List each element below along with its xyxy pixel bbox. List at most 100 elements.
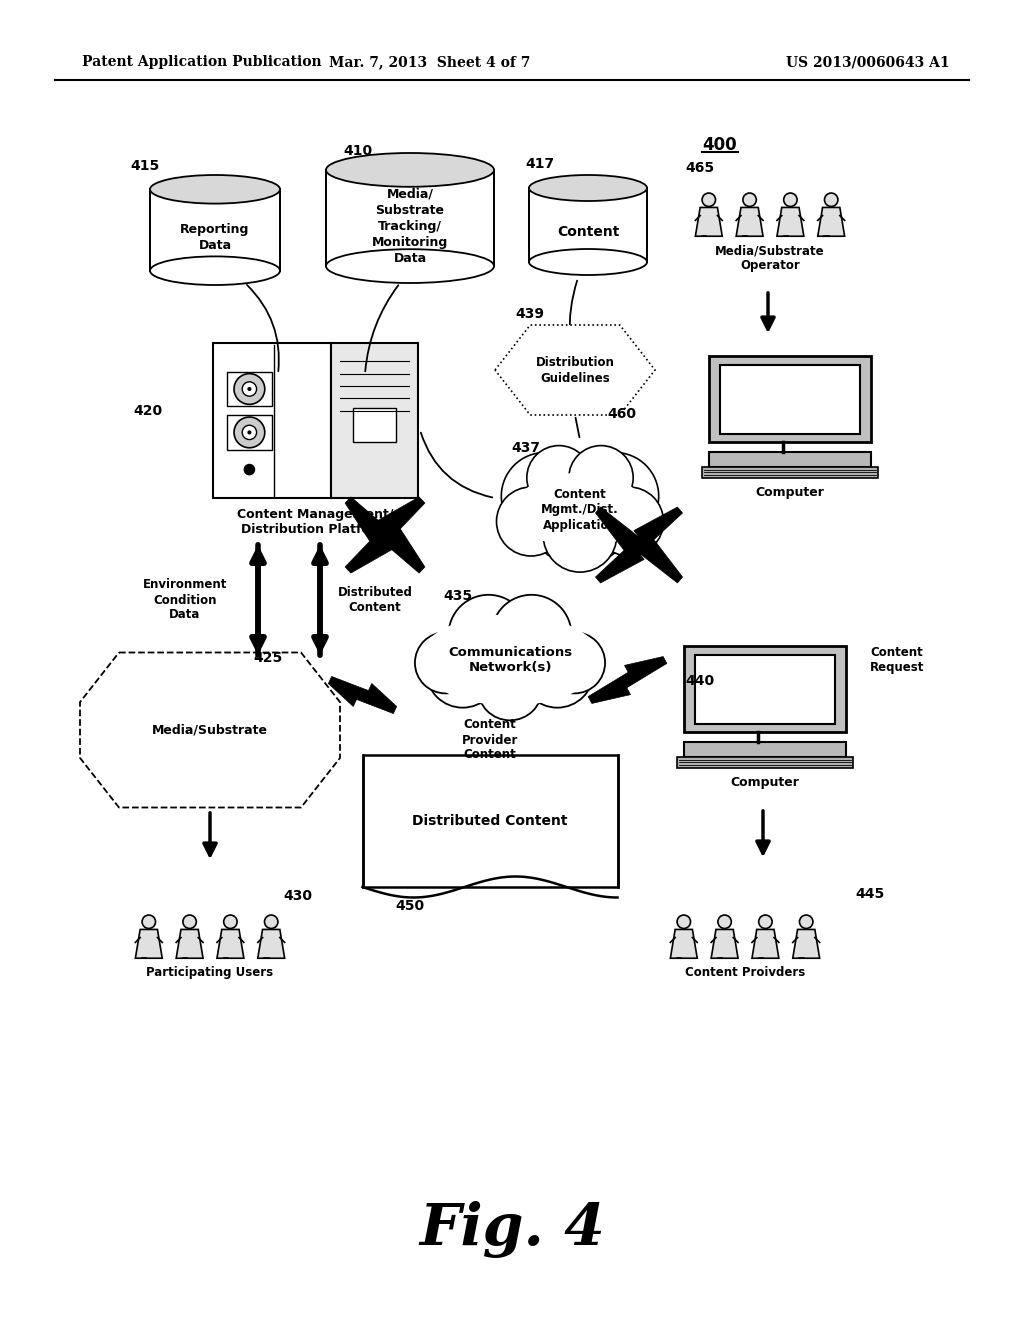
Text: 437: 437 bbox=[511, 441, 540, 455]
Text: 425: 425 bbox=[253, 651, 283, 665]
Circle shape bbox=[248, 387, 252, 391]
Bar bbox=[227, 371, 272, 407]
Text: Patent Application Publication: Patent Application Publication bbox=[82, 55, 322, 69]
Polygon shape bbox=[596, 507, 683, 583]
Circle shape bbox=[243, 425, 257, 440]
Ellipse shape bbox=[419, 615, 601, 705]
Circle shape bbox=[449, 595, 528, 675]
Text: Distribution
Guidelines: Distribution Guidelines bbox=[536, 355, 614, 384]
Circle shape bbox=[759, 915, 772, 928]
Ellipse shape bbox=[150, 256, 280, 285]
Text: 400: 400 bbox=[702, 136, 737, 154]
Circle shape bbox=[544, 632, 605, 693]
Circle shape bbox=[183, 915, 197, 928]
Bar bbox=[326, 170, 494, 267]
Circle shape bbox=[477, 656, 543, 721]
Circle shape bbox=[677, 915, 690, 928]
Text: 440: 440 bbox=[685, 675, 714, 688]
Polygon shape bbox=[217, 929, 244, 958]
Text: Media/Substrate
Operator: Media/Substrate Operator bbox=[715, 244, 824, 272]
Circle shape bbox=[142, 915, 156, 928]
Text: Content
Mgmt./Dist.
Application: Content Mgmt./Dist. Application bbox=[541, 487, 618, 532]
Bar bbox=[684, 645, 847, 733]
Circle shape bbox=[223, 915, 238, 928]
Circle shape bbox=[718, 915, 731, 928]
Ellipse shape bbox=[529, 249, 647, 275]
Text: Distributed Content: Distributed Content bbox=[413, 814, 567, 828]
Circle shape bbox=[492, 595, 571, 675]
Circle shape bbox=[524, 455, 635, 565]
Ellipse shape bbox=[514, 473, 645, 548]
Text: US 2013/0060643 A1: US 2013/0060643 A1 bbox=[786, 55, 950, 69]
Polygon shape bbox=[695, 207, 722, 236]
Text: Distributed
Content: Distributed Content bbox=[338, 586, 413, 614]
Text: Computer: Computer bbox=[756, 486, 824, 499]
Polygon shape bbox=[135, 929, 162, 958]
Circle shape bbox=[264, 915, 278, 928]
Bar bbox=[332, 342, 418, 498]
Text: 417: 417 bbox=[525, 157, 555, 172]
Text: Participating Users: Participating Users bbox=[146, 966, 273, 979]
Ellipse shape bbox=[529, 176, 647, 201]
Polygon shape bbox=[711, 929, 738, 958]
Text: 465: 465 bbox=[685, 161, 715, 176]
Bar bbox=[677, 758, 853, 768]
Circle shape bbox=[568, 446, 633, 510]
Text: Mar. 7, 2013  Sheet 4 of 7: Mar. 7, 2013 Sheet 4 of 7 bbox=[330, 55, 530, 69]
Text: Content Proivders: Content Proivders bbox=[685, 966, 805, 979]
Bar bbox=[353, 408, 396, 442]
Polygon shape bbox=[345, 496, 425, 573]
Bar bbox=[227, 414, 272, 450]
Polygon shape bbox=[258, 929, 285, 958]
Circle shape bbox=[502, 453, 589, 540]
Circle shape bbox=[783, 193, 797, 206]
Polygon shape bbox=[80, 652, 340, 808]
Text: Content
Request: Content Request bbox=[870, 645, 925, 675]
Text: Content
Provider
Content: Content Provider Content bbox=[462, 718, 518, 762]
Polygon shape bbox=[588, 656, 667, 704]
Circle shape bbox=[800, 915, 813, 928]
Text: Communications
Network(s): Communications Network(s) bbox=[447, 645, 572, 675]
Circle shape bbox=[702, 193, 716, 206]
Bar bbox=[709, 451, 871, 467]
Text: 410: 410 bbox=[343, 144, 373, 158]
Polygon shape bbox=[777, 207, 804, 236]
Bar bbox=[529, 187, 647, 261]
Polygon shape bbox=[736, 207, 763, 236]
Polygon shape bbox=[671, 929, 697, 958]
Ellipse shape bbox=[326, 249, 494, 282]
Text: 435: 435 bbox=[443, 589, 472, 603]
Circle shape bbox=[571, 453, 658, 540]
Bar bbox=[150, 189, 280, 271]
Bar bbox=[213, 342, 332, 498]
Ellipse shape bbox=[326, 153, 494, 187]
Text: Reporting
Data: Reporting Data bbox=[180, 223, 250, 252]
Polygon shape bbox=[793, 929, 819, 958]
Text: 450: 450 bbox=[395, 899, 425, 913]
Polygon shape bbox=[176, 929, 203, 958]
Circle shape bbox=[234, 374, 265, 404]
Text: 430: 430 bbox=[284, 888, 312, 903]
Text: 420: 420 bbox=[133, 404, 163, 418]
Text: Fig. 4: Fig. 4 bbox=[419, 1201, 605, 1258]
Bar bbox=[720, 364, 860, 434]
Polygon shape bbox=[596, 507, 683, 583]
Text: 460: 460 bbox=[607, 407, 637, 421]
Polygon shape bbox=[345, 496, 425, 573]
Text: Computer: Computer bbox=[730, 776, 800, 789]
Polygon shape bbox=[818, 207, 845, 236]
Polygon shape bbox=[495, 325, 655, 414]
Circle shape bbox=[595, 487, 664, 556]
Bar bbox=[695, 655, 835, 725]
Circle shape bbox=[521, 635, 594, 708]
Text: Content: Content bbox=[557, 224, 620, 239]
Text: 439: 439 bbox=[515, 308, 545, 321]
Text: Environment
Condition
Data: Environment Condition Data bbox=[142, 578, 227, 622]
Bar bbox=[709, 355, 871, 442]
Bar bbox=[362, 755, 617, 887]
Ellipse shape bbox=[150, 176, 280, 203]
Circle shape bbox=[426, 635, 499, 708]
Circle shape bbox=[234, 417, 265, 447]
Text: Media/
Substrate
Tracking/
Monitoring
Data: Media/ Substrate Tracking/ Monitoring Da… bbox=[372, 187, 449, 265]
Circle shape bbox=[497, 487, 565, 556]
